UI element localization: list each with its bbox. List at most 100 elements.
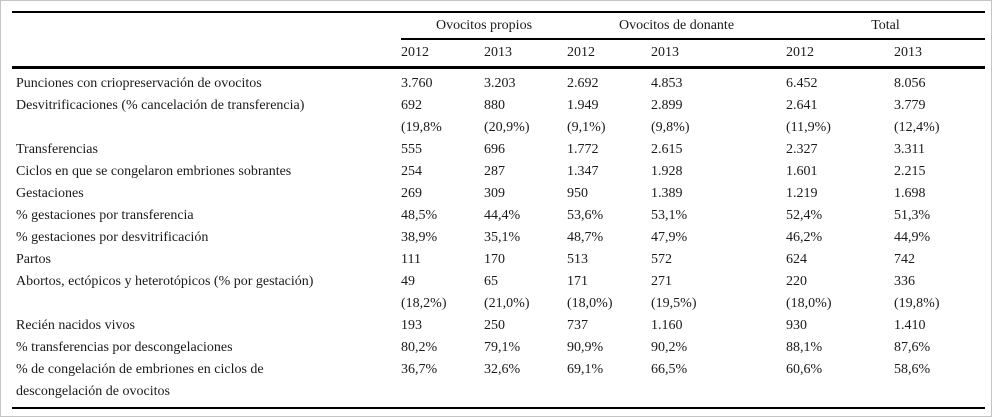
data-cell: 69,1% [567, 362, 604, 377]
data-cell: 35,1% [484, 230, 521, 245]
year-header-row: 2012 2013 2012 2013 2012 2013 [12, 39, 986, 69]
data-cell: 58,6% [894, 362, 931, 377]
data-cell: 48,7% [567, 230, 604, 245]
row-label: Ciclos en que se congelaron embriones so… [16, 164, 292, 179]
data-cell: 1.772 [567, 142, 599, 157]
data-cell: 572 [651, 252, 672, 267]
data-cell: 53,1% [651, 208, 688, 223]
row-label: Recién nacidos vivos [16, 318, 135, 333]
data-cell: 66,5% [651, 362, 688, 377]
table-row: % gestaciones por desvitrificación 38,9% 3… [12, 227, 985, 249]
data-cell: 950 [567, 186, 588, 201]
data-cell: 1.698 [894, 186, 926, 201]
data-cell: 742 [894, 252, 915, 267]
data-cell: 2.899 (9,8%) [651, 98, 690, 135]
column-group-ovocitos-donante: Ovocitos de donante [567, 12, 786, 40]
column-group-ovocitos-propios: Ovocitos propios [401, 12, 567, 40]
data-cell: 930 [786, 318, 807, 333]
table-row: Transferencias 555 696 1.772 2.615 2.327 3.311 [12, 139, 985, 161]
data-cell: 44,4% [484, 208, 521, 223]
year-header-propios-2013: 2013 [484, 39, 567, 69]
data-cell: 336 (19,8%) [894, 274, 940, 311]
data-cell: 2.641 (11,9%) [786, 98, 831, 135]
data-cell: 38,9% [401, 230, 438, 245]
data-cell: 1.928 [651, 164, 683, 179]
data-cell: 696 [484, 142, 505, 157]
table-row: Ciclos en que se congelaron embriones so… [12, 161, 985, 183]
data-cell: 309 [484, 186, 505, 201]
data-cell: 111 [401, 252, 421, 267]
data-cell: 171 (18,0%) [567, 274, 613, 311]
data-cell: 87,6% [894, 340, 931, 355]
data-cell: 271 (19,5%) [651, 274, 697, 311]
data-cell: 36,7% [401, 362, 438, 377]
row-label: Desvitrificaciones (% cancelación de tra… [16, 98, 305, 113]
data-cell: 1.601 [786, 164, 818, 179]
data-cell: 555 [401, 142, 422, 157]
data-cell: 880 (20,9%) [484, 98, 530, 135]
row-label: % de congelación de embriones en ciclos … [16, 362, 264, 399]
table-row: % transferencias por descongelaciones 80,… [12, 337, 985, 359]
data-cell: 90,9% [567, 340, 604, 355]
data-cell: 80,2% [401, 340, 438, 355]
data-cell: 60,6% [786, 362, 823, 377]
table-row: Punciones con criopreservación de ovocit… [12, 68, 985, 96]
row-label: % transferencias por descongelaciones [16, 340, 233, 355]
table-body: Punciones con criopreservación de ovocit… [12, 68, 985, 409]
row-label: % gestaciones por desvitrificación [16, 230, 209, 245]
column-group-total: Total [786, 12, 986, 40]
row-label: Gestaciones [16, 186, 84, 201]
data-cell: 1.410 [894, 318, 926, 333]
data-cell: 79,1% [484, 340, 521, 355]
data-cell: 2.692 [567, 76, 599, 91]
row-label: Abortos, ectópicos y heterotópicos (% po… [16, 274, 314, 289]
data-cell: 692 (19,8% [401, 98, 442, 135]
data-cell: 88,1% [786, 340, 823, 355]
data-cell: 44,9% [894, 230, 931, 245]
table-row: Abortos, ectópicos y heterotópicos (% po… [12, 271, 985, 315]
table-row: % gestaciones por transferencia 48,5% 44,4… [12, 205, 985, 227]
data-cell: 53,6% [567, 208, 604, 223]
data-cell: 4.853 [651, 76, 683, 91]
data-cell: 90,2% [651, 340, 688, 355]
table-row: % de congelación de embriones en ciclos … [12, 359, 985, 408]
data-cell: 49 (18,2%) [401, 274, 447, 311]
data-cell: 2.327 [786, 142, 818, 157]
group-header-row: Ovocitos propios Ovocitos de donante Tot… [12, 12, 986, 40]
data-cell: 1.949 (9,1%) [567, 98, 606, 135]
data-cell: 250 [484, 318, 505, 333]
data-cell: 32,6% [484, 362, 521, 377]
row-label: Punciones con criopreservación de ovocit… [16, 76, 262, 91]
fertility-stats-table: Ovocitos propios Ovocitos de donante Tot… [12, 11, 986, 409]
year-header-propios-2012: 2012 [401, 39, 484, 69]
row-label: Transferencias [16, 142, 98, 157]
row-label: % gestaciones por transferencia [16, 208, 194, 223]
data-cell: 1.160 [651, 318, 683, 333]
row-label: Partos [16, 252, 51, 267]
corner-cell-2 [12, 39, 401, 69]
data-cell: 52,4% [786, 208, 823, 223]
year-header-total-2013: 2013 [894, 39, 986, 69]
data-cell: 6.452 [786, 76, 818, 91]
year-header-total-2012: 2012 [786, 39, 894, 69]
data-cell: 3.779 (12,4%) [894, 98, 940, 135]
data-cell: 269 [401, 186, 422, 201]
table-row: Gestaciones 269 309 950 1.389 1.219 1.698 [12, 183, 985, 205]
data-cell: 51,3% [894, 208, 931, 223]
data-cell: 1.389 [651, 186, 683, 201]
data-cell: 513 [567, 252, 588, 267]
data-cell: 46,2% [786, 230, 823, 245]
data-cell: 3.203 [484, 76, 516, 91]
data-cell: 65 (21,0%) [484, 274, 530, 311]
data-cell: 287 [484, 164, 505, 179]
data-cell: 220 (18,0%) [786, 274, 832, 311]
data-cell: 48,5% [401, 208, 438, 223]
data-cell: 254 [401, 164, 422, 179]
data-cell: 47,9% [651, 230, 688, 245]
year-header-donante-2013: 2013 [651, 39, 786, 69]
table-row: Partos 111 170 513 572 624 742 [12, 249, 985, 271]
data-cell: 2.615 [651, 142, 683, 157]
data-cell: 3.311 [894, 142, 925, 157]
data-cell: 1.219 [786, 186, 818, 201]
